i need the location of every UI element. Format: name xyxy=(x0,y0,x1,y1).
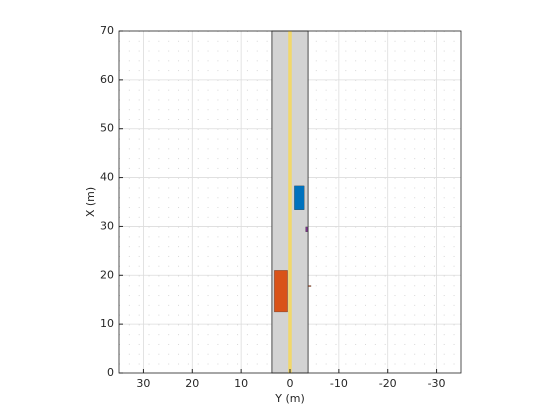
x-axis-label: Y (m) xyxy=(274,392,305,405)
x-tick-label: 10 xyxy=(234,377,248,390)
x-tick-label: 20 xyxy=(185,377,199,390)
actor xyxy=(305,226,308,232)
y-tick-label: 60 xyxy=(100,73,114,86)
actor xyxy=(294,185,305,210)
y-tick-label: 0 xyxy=(107,366,114,379)
y-tick-label: 30 xyxy=(100,219,114,232)
actor xyxy=(274,270,288,313)
y-tick-label: 20 xyxy=(100,268,114,281)
x-tick-label: -10 xyxy=(330,377,348,390)
y-tick-label: 10 xyxy=(100,317,114,330)
x-tick-label: -30 xyxy=(428,377,446,390)
y-tick-label: 70 xyxy=(100,24,114,37)
y-axis-label: X (m) xyxy=(84,187,97,217)
actor xyxy=(307,285,312,287)
y-tick-label: 40 xyxy=(100,171,114,184)
x-tick-label: -20 xyxy=(379,377,397,390)
x-tick-label: 0 xyxy=(287,377,294,390)
y-tick-label: 50 xyxy=(100,122,114,135)
x-tick-label: 30 xyxy=(136,377,150,390)
